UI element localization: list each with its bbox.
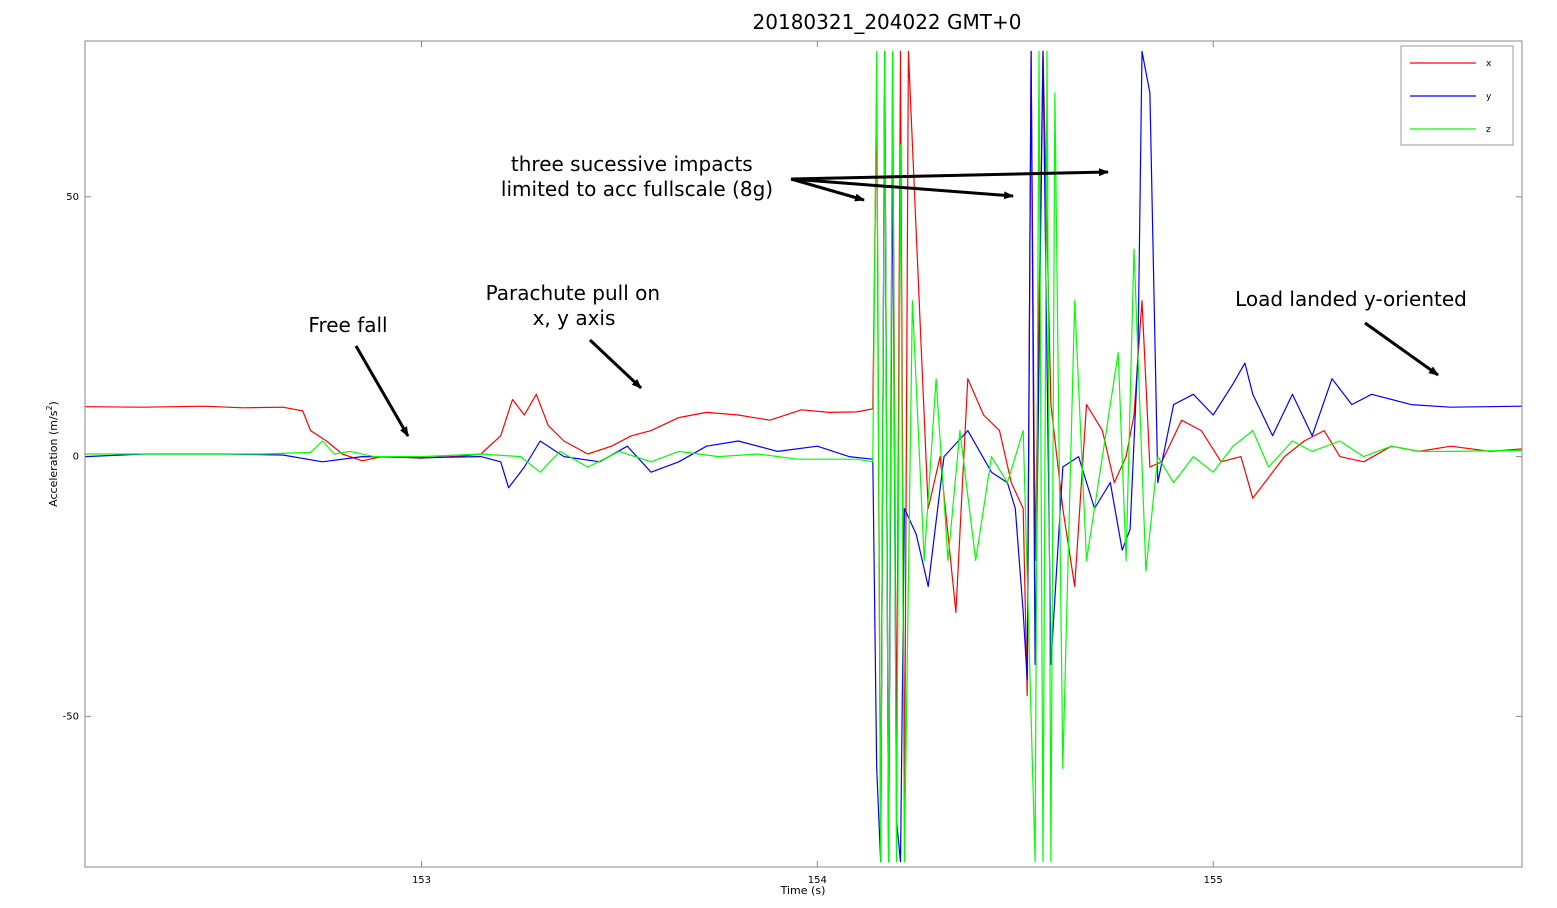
x-tick-label: 154 [808, 875, 827, 886]
arrow-free-fall [354, 345, 410, 437]
legend: x y z [1400, 45, 1514, 146]
annotation-impacts: three sucessive impacts limited to acc f… [501, 152, 773, 201]
arrow-impact-2 [790, 177, 1014, 200]
annotation-landed: Load landed y-oriented [1235, 287, 1467, 311]
arrow-landed [1364, 321, 1439, 377]
legend-label-x: x [1486, 59, 1492, 69]
annotation-impacts-line-2: limited to acc fullscale (8g) [501, 177, 773, 201]
y-axis-label-superscript: 2 [45, 405, 54, 410]
series-line-x [85, 50, 1522, 863]
annotation-parachute-line-1: Parachute pull on [486, 281, 661, 305]
annotation-parachute: Parachute pull on x, y axis [486, 281, 667, 330]
y-tick-label: 0 [73, 452, 79, 463]
legend-items: x y z [1410, 59, 1492, 135]
y-axis-label-main: Acceleration (m/s [47, 410, 60, 507]
legend-label-z: z [1486, 125, 1491, 135]
y-tick-label: -50 [63, 711, 79, 722]
chart-title: 20180321_204022 GMT+0 [753, 10, 1022, 34]
annotation-impacts-line-1: three sucessive impacts [511, 152, 753, 176]
series-layer [85, 50, 1522, 863]
legend-label-y: y [1486, 92, 1492, 102]
annotation-free-fall-line-1: Free fall [308, 313, 387, 337]
x-tick-label: 155 [1204, 875, 1223, 886]
axis-tick-labels: 153 154 155 -50 0 50 [63, 192, 1223, 886]
plot-frame [84, 40, 1523, 868]
plot-background [85, 41, 1522, 867]
y-axis-label-close: ) [47, 401, 60, 405]
annotations: three sucessive impacts limited to acc f… [308, 152, 1467, 437]
arrow-impact-3 [790, 168, 1109, 181]
x-tick-label: 153 [412, 875, 431, 886]
annotation-parachute-line-2: x, y axis [533, 306, 616, 330]
series-line-z [85, 50, 1522, 863]
x-axis-label: Time (s) [780, 884, 826, 897]
annotation-free-fall: Free fall [308, 313, 387, 337]
series-line-y [85, 50, 1522, 863]
y-tick-label: 50 [66, 192, 79, 203]
arrow-impact-1 [790, 177, 865, 202]
arrow-parachute [588, 338, 643, 390]
annotation-landed-line-1: Load landed y-oriented [1235, 287, 1467, 311]
y-axis-label: Acceleration (m/s2) [45, 401, 60, 507]
